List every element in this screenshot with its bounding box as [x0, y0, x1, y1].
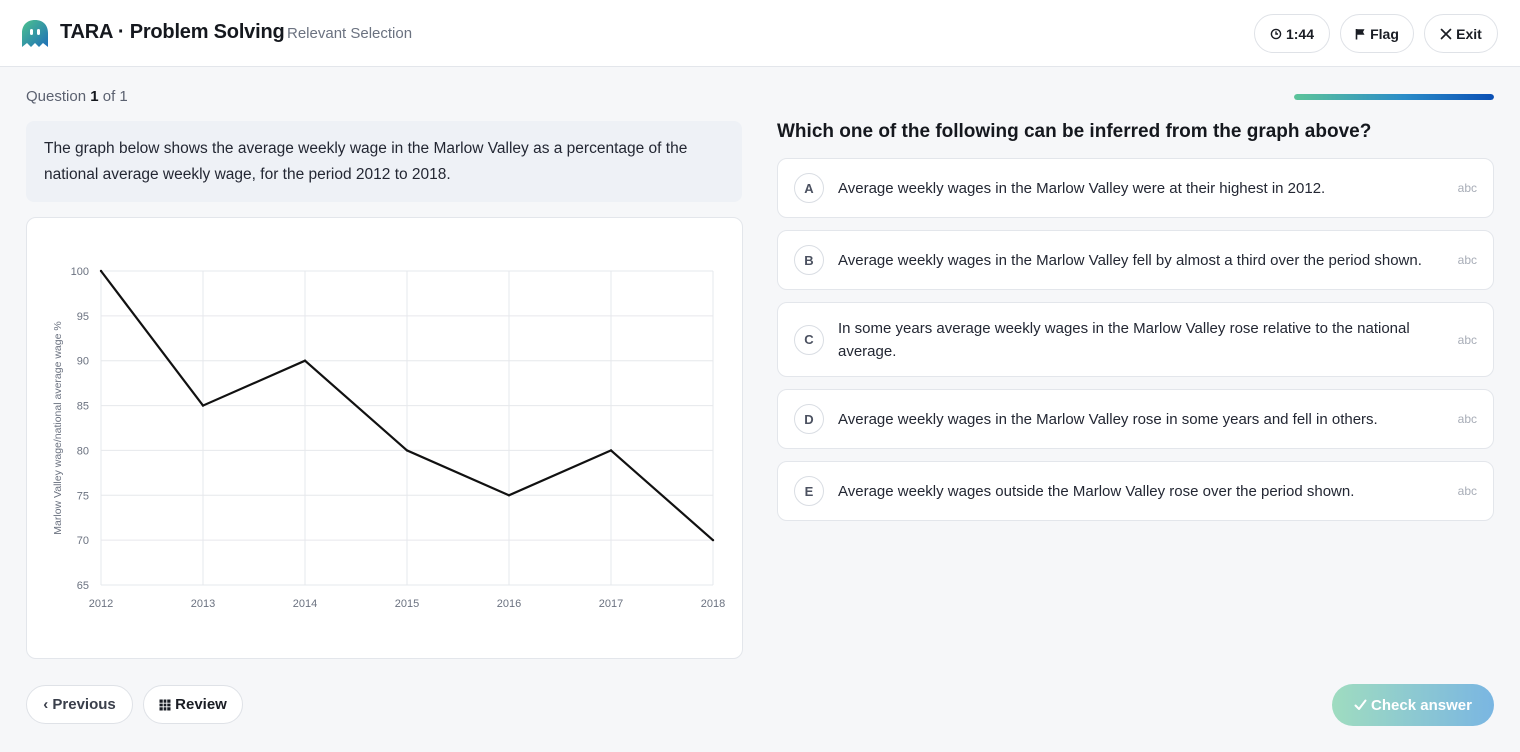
option-strike-tag[interactable]: abc — [1457, 181, 1477, 195]
app-title: TARA · Problem Solving — [60, 21, 285, 43]
y-tick-label: 95 — [77, 311, 89, 323]
progress-fill — [1294, 94, 1494, 100]
question-stimulus: The graph below shows the average weekly… — [26, 121, 742, 202]
data-point — [99, 269, 103, 273]
grid-icon — [159, 699, 171, 710]
option-a[interactable]: A Average weekly wages in the Marlow Val… — [777, 158, 1494, 218]
option-letter: D — [794, 404, 824, 434]
flag-label: Flag — [1370, 25, 1399, 42]
option-strike-tag[interactable]: abc — [1457, 484, 1477, 498]
counter-prefix: Question — [26, 88, 87, 105]
y-tick-label: 65 — [77, 580, 89, 592]
data-point — [711, 538, 715, 542]
option-text: In some years average weekly wages in th… — [838, 319, 1410, 360]
check-answer-label: Check answer — [1371, 696, 1472, 714]
previous-button[interactable]: ‹ Previous — [26, 685, 133, 724]
y-tick-label: 100 — [71, 266, 89, 278]
option-b[interactable]: B Average weekly wages in the Marlow Val… — [777, 230, 1494, 290]
option-text: Average weekly wages in the Marlow Valle… — [838, 410, 1378, 428]
question-counter: Question 1 of 1 — [26, 88, 128, 105]
option-text: Average weekly wages in the Marlow Valle… — [838, 179, 1326, 197]
x-tick-label: 2016 — [497, 598, 521, 610]
x-tick-label: 2012 — [89, 598, 113, 610]
review-label: Review — [175, 696, 227, 713]
option-d[interactable]: D Average weekly wages in the Marlow Val… — [777, 389, 1494, 449]
close-icon — [1440, 28, 1452, 39]
data-point — [609, 449, 613, 452]
x-tick-label: 2018 — [701, 598, 725, 610]
exit-label: Exit — [1456, 25, 1482, 42]
data-point — [405, 449, 409, 452]
option-letter: B — [794, 245, 824, 275]
flag-button[interactable]: Flag — [1340, 14, 1414, 53]
y-axis-label: Marlow Valley wage/national average wage… — [52, 321, 64, 534]
question-prompt: Which one of the following can be inferr… — [777, 121, 1372, 142]
timer-button[interactable]: 1:44 — [1254, 14, 1330, 53]
x-tick-label: 2013 — [191, 598, 215, 610]
data-point — [201, 404, 205, 407]
question-number: 1 — [90, 88, 99, 105]
option-letter: E — [794, 476, 824, 506]
review-button[interactable]: Review — [143, 685, 243, 724]
data-point — [507, 494, 511, 497]
chart-card: 65 70 75 80 85 90 95 100 2012 2013 2014 2015 2016 201… — [26, 217, 743, 659]
y-tick-label: 70 — [77, 535, 89, 547]
x-tick-label: 2017 — [599, 598, 623, 610]
timer-value: 1:44 — [1285, 25, 1315, 42]
y-tick-label: 90 — [77, 356, 89, 368]
top-bar: TARA · Problem Solving Relevant Selectio… — [0, 0, 1520, 67]
option-text: Average weekly wages in the Marlow Valle… — [838, 251, 1422, 269]
option-text: Average weekly wages outside the Marlow … — [838, 482, 1355, 500]
flag-icon — [1355, 28, 1365, 39]
data-point — [303, 359, 307, 362]
x-tick-label: 2015 — [395, 598, 419, 610]
previous-label: ‹ Previous — [43, 696, 116, 713]
option-e[interactable]: E Average weekly wages outside the Marlo… — [777, 461, 1494, 521]
option-c[interactable]: C In some years average weekly wages in … — [777, 302, 1494, 377]
exit-button[interactable]: Exit — [1424, 14, 1498, 53]
checkmark-icon — [1354, 699, 1367, 710]
option-strike-tag[interactable]: abc — [1457, 332, 1477, 347]
ghost-logo-icon — [22, 20, 48, 47]
progress-bar — [1294, 94, 1494, 100]
y-tick-label: 80 — [77, 445, 89, 457]
counter-suffix: of 1 — [102, 88, 128, 105]
y-tick-label: 75 — [77, 490, 89, 502]
option-strike-tag[interactable]: abc — [1457, 253, 1477, 267]
section-subtitle: Relevant Selection — [287, 25, 413, 42]
line-chart: 65 70 75 80 85 90 95 100 2012 2013 2014 2015 2016 201… — [52, 266, 725, 610]
y-tick-label: 85 — [77, 401, 89, 413]
x-tick-label: 2014 — [293, 598, 317, 610]
option-letter: A — [794, 173, 824, 203]
option-letter: C — [794, 324, 824, 355]
option-strike-tag[interactable]: abc — [1457, 412, 1477, 426]
check-answer-button[interactable]: Check answer — [1332, 684, 1494, 726]
clock-icon — [1270, 28, 1282, 39]
